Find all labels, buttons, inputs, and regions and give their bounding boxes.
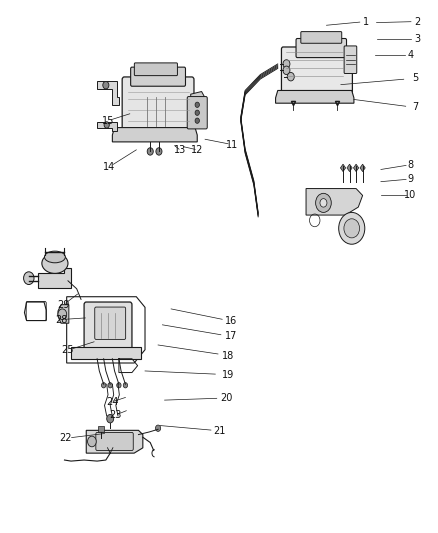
- Text: 25: 25: [61, 345, 74, 356]
- Text: 20: 20: [220, 393, 232, 403]
- Circle shape: [283, 60, 290, 68]
- Text: 23: 23: [110, 410, 122, 420]
- Polygon shape: [191, 92, 206, 123]
- Text: 7: 7: [412, 102, 418, 112]
- Text: 12: 12: [191, 145, 203, 155]
- Text: 24: 24: [106, 397, 119, 407]
- Text: 11: 11: [226, 140, 238, 150]
- Text: 8: 8: [407, 160, 413, 169]
- Circle shape: [320, 199, 327, 207]
- Circle shape: [195, 102, 199, 108]
- Circle shape: [195, 118, 199, 123]
- Circle shape: [104, 122, 110, 128]
- FancyBboxPatch shape: [131, 67, 185, 86]
- Text: 2: 2: [414, 17, 420, 27]
- FancyBboxPatch shape: [344, 46, 357, 74]
- Circle shape: [147, 148, 153, 155]
- Text: 9: 9: [407, 174, 413, 184]
- Text: 4: 4: [407, 51, 413, 60]
- Text: 3: 3: [414, 34, 420, 44]
- Ellipse shape: [45, 251, 65, 263]
- Circle shape: [107, 415, 114, 423]
- FancyBboxPatch shape: [187, 96, 207, 129]
- Circle shape: [155, 425, 161, 431]
- Circle shape: [102, 383, 106, 388]
- Polygon shape: [58, 305, 69, 323]
- Circle shape: [24, 272, 34, 285]
- Polygon shape: [306, 189, 363, 215]
- Polygon shape: [113, 127, 197, 142]
- Polygon shape: [340, 164, 346, 172]
- Text: 13: 13: [174, 145, 186, 155]
- Polygon shape: [276, 91, 354, 103]
- FancyBboxPatch shape: [134, 63, 177, 76]
- Text: 15: 15: [102, 116, 114, 126]
- Circle shape: [123, 383, 127, 388]
- Polygon shape: [347, 164, 352, 172]
- Circle shape: [316, 193, 331, 213]
- Polygon shape: [86, 430, 143, 453]
- Circle shape: [156, 148, 162, 155]
- FancyBboxPatch shape: [95, 307, 126, 340]
- Polygon shape: [97, 122, 117, 131]
- Text: 5: 5: [412, 73, 418, 83]
- Text: 1: 1: [363, 17, 369, 27]
- Circle shape: [195, 110, 199, 115]
- Circle shape: [344, 219, 360, 238]
- FancyBboxPatch shape: [84, 302, 132, 350]
- FancyBboxPatch shape: [301, 31, 342, 43]
- Ellipse shape: [42, 253, 68, 273]
- Text: 16: 16: [225, 316, 237, 326]
- Polygon shape: [353, 164, 359, 172]
- Text: 21: 21: [214, 426, 226, 436]
- Circle shape: [339, 213, 365, 244]
- Circle shape: [117, 383, 121, 388]
- Circle shape: [287, 72, 294, 81]
- Polygon shape: [97, 81, 119, 105]
- Text: 19: 19: [222, 370, 234, 379]
- Text: 14: 14: [103, 162, 116, 172]
- Text: 17: 17: [225, 332, 237, 342]
- Text: 18: 18: [223, 351, 235, 361]
- FancyBboxPatch shape: [96, 432, 133, 450]
- Circle shape: [103, 82, 109, 89]
- Text: 29: 29: [57, 300, 70, 310]
- Polygon shape: [360, 164, 365, 172]
- Text: 10: 10: [404, 190, 417, 200]
- Polygon shape: [71, 347, 141, 359]
- Circle shape: [88, 436, 96, 447]
- FancyBboxPatch shape: [296, 38, 346, 58]
- Text: 22: 22: [60, 433, 72, 443]
- Circle shape: [283, 66, 290, 75]
- Circle shape: [58, 309, 67, 319]
- FancyBboxPatch shape: [282, 47, 353, 94]
- FancyBboxPatch shape: [122, 77, 194, 133]
- Polygon shape: [38, 268, 71, 288]
- Circle shape: [108, 383, 113, 388]
- Text: 28: 28: [55, 314, 67, 325]
